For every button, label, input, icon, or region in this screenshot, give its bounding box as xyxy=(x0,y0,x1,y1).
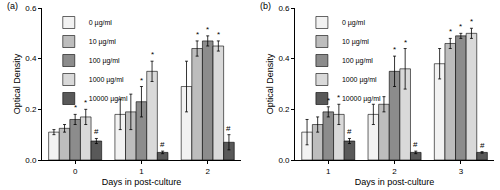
svg-text:#: # xyxy=(160,140,165,149)
svg-text:2: 2 xyxy=(206,167,211,176)
svg-text:10 µg/ml: 10 µg/ml xyxy=(89,38,116,46)
svg-text:10000 µg/ml: 10000 µg/ml xyxy=(89,95,128,103)
svg-text:Days in post-culture: Days in post-culture xyxy=(355,177,435,187)
svg-text:*: * xyxy=(206,25,209,34)
svg-text:0.4: 0.4 xyxy=(278,54,290,63)
svg-text:0.4: 0.4 xyxy=(25,54,37,63)
svg-text:2: 2 xyxy=(392,167,397,176)
svg-text:*: * xyxy=(140,76,143,85)
svg-text:*: * xyxy=(393,45,396,54)
svg-text:*: * xyxy=(84,98,87,107)
svg-text:*: * xyxy=(459,22,462,31)
svg-text:1: 1 xyxy=(326,167,331,176)
svg-text:0.2: 0.2 xyxy=(25,105,37,114)
svg-text:Optical Density: Optical Density xyxy=(12,53,22,114)
svg-text:0 µg/ml: 0 µg/ml xyxy=(89,19,113,27)
svg-text:1: 1 xyxy=(139,167,144,176)
svg-text:#: # xyxy=(226,124,231,133)
svg-text:#: # xyxy=(413,140,418,149)
svg-text:*: * xyxy=(151,50,154,59)
svg-text:1000 µg/ml: 1000 µg/ml xyxy=(342,76,377,84)
svg-text:*: * xyxy=(470,17,473,26)
svg-text:0.0: 0.0 xyxy=(278,156,290,165)
svg-text:0.6: 0.6 xyxy=(278,4,290,13)
svg-text:*: * xyxy=(404,38,407,47)
svg-text:*: * xyxy=(217,30,220,39)
svg-text:1000 µg/ml: 1000 µg/ml xyxy=(89,76,124,84)
svg-text:10000 µg/ml: 10000 µg/ml xyxy=(342,95,381,103)
svg-text:*: * xyxy=(74,103,77,112)
svg-text:0.2: 0.2 xyxy=(278,105,290,114)
svg-text:(a): (a) xyxy=(7,1,18,11)
svg-text:*: * xyxy=(196,30,199,39)
svg-text:10 µg/ml: 10 µg/ml xyxy=(342,38,369,46)
svg-text:#: # xyxy=(347,127,352,136)
svg-text:*: * xyxy=(337,93,340,102)
svg-text:Optical Density: Optical Density xyxy=(265,53,275,114)
svg-text:0 µg/ml: 0 µg/ml xyxy=(342,19,366,27)
svg-text:#: # xyxy=(480,141,485,150)
svg-text:0: 0 xyxy=(73,167,78,176)
svg-text:Days in post-culture: Days in post-culture xyxy=(102,177,182,187)
svg-text:#: # xyxy=(94,127,99,136)
svg-text:0.0: 0.0 xyxy=(25,156,37,165)
svg-text:100 µg/ml: 100 µg/ml xyxy=(89,57,120,65)
svg-text:(b): (b) xyxy=(260,1,271,11)
svg-text:3: 3 xyxy=(459,167,464,176)
svg-text:0.6: 0.6 xyxy=(25,4,37,13)
svg-text:*: * xyxy=(327,96,330,105)
svg-text:*: * xyxy=(449,27,452,36)
svg-text:100 µg/ml: 100 µg/ml xyxy=(342,57,373,65)
